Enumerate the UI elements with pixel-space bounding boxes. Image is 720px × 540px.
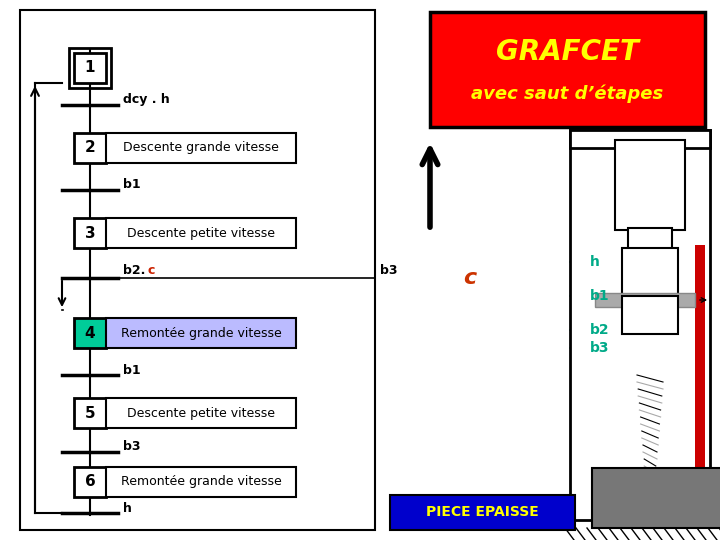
Text: Remontée grande vitesse: Remontée grande vitesse [121, 327, 282, 340]
Bar [390, 495, 575, 530]
Bar [622, 248, 678, 298]
Text: Descente petite vitesse: Descente petite vitesse [127, 407, 275, 420]
Text: PIECE EPAISSE: PIECE EPAISSE [426, 505, 539, 519]
Bar [74, 53, 106, 83]
Bar [695, 245, 705, 495]
Text: GRAFCET: GRAFCET [496, 38, 639, 66]
Text: h: h [123, 502, 132, 515]
Text: b1: b1 [123, 179, 140, 192]
Bar [430, 12, 705, 127]
Text: b2.: b2. [123, 265, 145, 278]
Bar [20, 10, 375, 530]
Text: Descente petite vitesse: Descente petite vitesse [127, 226, 275, 240]
Bar [69, 48, 111, 88]
Bar [615, 140, 685, 230]
Bar [570, 130, 710, 520]
Bar [74, 218, 106, 248]
Bar [74, 133, 106, 163]
Text: c: c [464, 268, 477, 288]
Text: 6: 6 [85, 475, 95, 489]
Text: b2: b2 [590, 323, 610, 337]
Text: 2: 2 [85, 140, 95, 156]
Bar [106, 218, 296, 248]
Text: avec saut d’étapes: avec saut d’étapes [472, 85, 664, 103]
Bar [106, 318, 296, 348]
Text: 4: 4 [85, 326, 95, 341]
Text: b1: b1 [590, 289, 610, 303]
Bar [570, 130, 710, 148]
Text: Descente grande vitesse: Descente grande vitesse [123, 141, 279, 154]
Polygon shape [622, 334, 678, 375]
Text: 3: 3 [85, 226, 95, 240]
Bar [74, 467, 106, 497]
Bar [106, 398, 296, 428]
Text: 5: 5 [85, 406, 95, 421]
Bar [595, 293, 695, 307]
Text: c: c [148, 265, 156, 278]
Text: Remontée grande vitesse: Remontée grande vitesse [121, 476, 282, 489]
Text: b3: b3 [380, 265, 397, 278]
Text: 1: 1 [85, 60, 95, 76]
Text: b3: b3 [590, 341, 610, 355]
Text: b1: b1 [123, 363, 140, 376]
Bar [74, 398, 106, 428]
Bar [628, 228, 672, 250]
Bar [106, 133, 296, 163]
Bar [592, 468, 720, 528]
Text: dcy . h: dcy . h [123, 93, 170, 106]
Text: h: h [590, 255, 600, 269]
Bar [74, 318, 106, 348]
Bar [106, 467, 296, 497]
Text: b3: b3 [123, 441, 140, 454]
Bar [622, 296, 678, 334]
